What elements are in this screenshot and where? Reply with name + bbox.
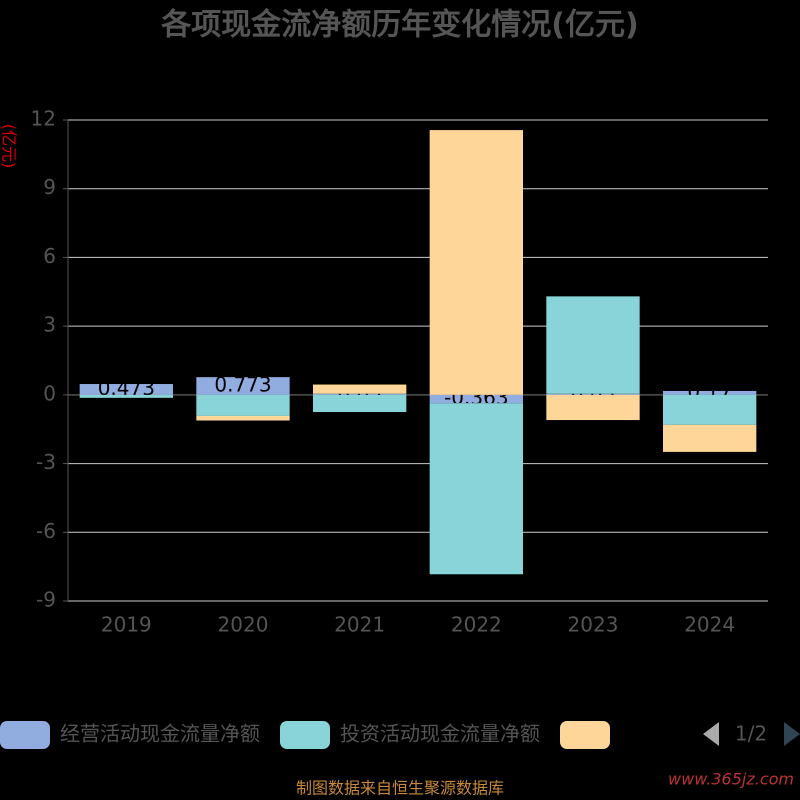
bar	[663, 394, 757, 425]
bar	[429, 403, 523, 575]
y-tick-label: -3	[36, 450, 56, 474]
legend-page: 1/2	[735, 722, 767, 746]
y-tick-label: 9	[43, 175, 56, 199]
legend-swatch	[0, 721, 50, 749]
bar	[546, 296, 640, 394]
legend-prev[interactable]	[703, 722, 719, 746]
bar	[313, 393, 407, 395]
bar	[313, 394, 407, 413]
bar	[663, 424, 757, 452]
legend-next[interactable]	[784, 722, 800, 746]
x-tick-label: 2021	[334, 613, 385, 637]
source-note: 制图数据来自恒生聚源数据库	[296, 779, 504, 798]
bar	[546, 393, 640, 395]
legend-label: 投资活动现金流量净额	[340, 722, 540, 746]
bar	[196, 377, 290, 395]
y-tick-label: 12	[31, 107, 56, 131]
y-tick-label: 6	[43, 244, 56, 268]
chart-title: 各项现金流净额历年变化情况(亿元)	[160, 8, 638, 43]
watermark: www.365jz.com	[668, 770, 794, 789]
bar	[79, 384, 173, 395]
value-label: 0.773	[214, 373, 271, 397]
x-tick-label: 2024	[684, 613, 735, 637]
y-tick-label: 0	[43, 381, 56, 405]
x-tick-label: 2020	[218, 613, 269, 637]
bar	[429, 130, 523, 395]
bar	[196, 415, 290, 421]
y-tick-label: 3	[43, 313, 56, 337]
bar	[663, 390, 757, 395]
bar	[79, 394, 173, 398]
bar	[546, 394, 640, 421]
legend-label: 经营活动现金流量净额	[60, 722, 260, 746]
y-axis-label: (亿元)	[0, 124, 19, 169]
legend-swatch	[280, 721, 330, 749]
bar	[429, 394, 523, 404]
x-tick-label: 2022	[451, 613, 502, 637]
legend-swatch	[560, 721, 610, 749]
x-tick-label: 2019	[101, 613, 152, 637]
bar	[313, 384, 407, 394]
x-tick-label: 2023	[568, 613, 619, 637]
y-tick-label: -9	[36, 588, 56, 612]
y-tick-label: -6	[36, 519, 56, 543]
bar	[196, 394, 290, 416]
